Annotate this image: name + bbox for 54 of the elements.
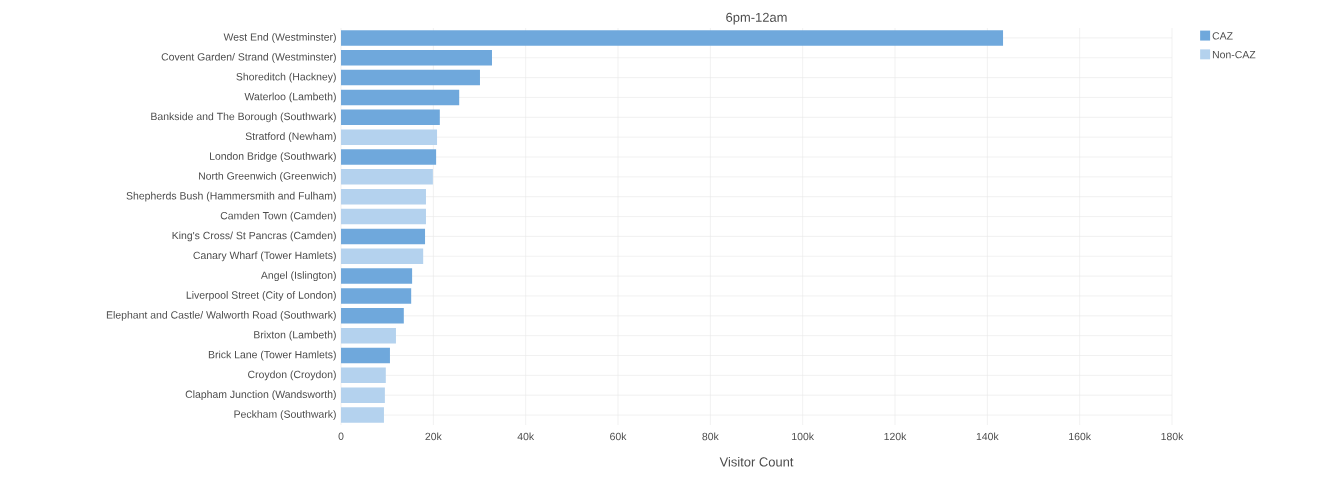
bar [341, 188, 426, 205]
x-tick-label: 60k [610, 432, 627, 441]
x-tick-label: 100k [792, 432, 815, 441]
x-tick-label: 20k [425, 432, 442, 441]
y-tick-label: Covent Garden/ Strand (Westminster) [161, 52, 336, 63]
y-tick-label: Croydon (Croydon) [248, 370, 336, 381]
y-tick-label: Clapham Junction (Wandsworth) [185, 390, 336, 401]
x-axis-title: Visitor Count [719, 457, 794, 467]
bar [341, 268, 413, 284]
bar [341, 89, 460, 106]
bar [341, 228, 426, 245]
x-tick-label: 180k [1161, 432, 1184, 441]
bar [341, 327, 396, 344]
x-tick-label: 140k [976, 432, 999, 441]
y-tick-label: Elephant and Castle/ Walworth Road (Southwark) [106, 310, 336, 321]
bar [341, 169, 433, 185]
bar [341, 407, 384, 423]
bar [341, 69, 480, 86]
y-tick-label: Shoreditch (Hackney) [236, 72, 336, 83]
bar [341, 129, 438, 145]
y-tick-label: Shepherds Bush (Hammersmith and Fulham) [126, 191, 336, 202]
bar [341, 208, 426, 225]
bar [341, 248, 424, 265]
y-tick-label: West End (Westminster) [223, 33, 336, 43]
bar [341, 50, 492, 66]
y-tick-label: Canary Wharf (Tower Hamlets) [193, 251, 336, 262]
y-tick-label: Waterloo (Lambeth) [244, 92, 336, 103]
y-tick-label: Brixton (Lambeth) [254, 330, 336, 341]
bar [341, 308, 404, 324]
y-tick-label: London Bridge (Southwark) [210, 152, 336, 162]
bar [341, 288, 412, 304]
bar [341, 30, 1004, 46]
x-tick-label: 120k [884, 432, 907, 441]
y-tick-label: Brick Lane (Tower Hamlets) [208, 350, 336, 361]
y-tick-label: Stratford (Newham) [245, 132, 336, 143]
legend-label: Non-CAZ [1212, 50, 1256, 59]
chart-title: 6pm-12am [726, 12, 787, 25]
bar [341, 109, 440, 126]
x-tick-label: 80k [702, 432, 719, 441]
y-tick-label: Angel (Islington) [260, 271, 336, 281]
bar [341, 347, 390, 364]
x-tick-label: 40k [517, 432, 535, 441]
bar [341, 149, 437, 165]
legend-label: CAZ [1212, 32, 1233, 40]
x-tick-label: 0 [338, 432, 344, 440]
y-tick-label: King's Cross/ St Pancras (Camden) [172, 231, 336, 242]
x-tick-label: 160k [1069, 432, 1092, 441]
y-tick-label: Bankside and The Borough (Southwark) [151, 112, 336, 123]
y-tick-label: North Greenwich (Greenwich) [198, 172, 336, 182]
y-tick-label: Camden Town (Camden) [220, 211, 336, 222]
y-tick-label: Peckham (Southwark) [234, 410, 336, 420]
bar [341, 387, 385, 403]
y-tick-label: Liverpool Street (City of London) [186, 291, 336, 301]
bar [341, 367, 386, 384]
